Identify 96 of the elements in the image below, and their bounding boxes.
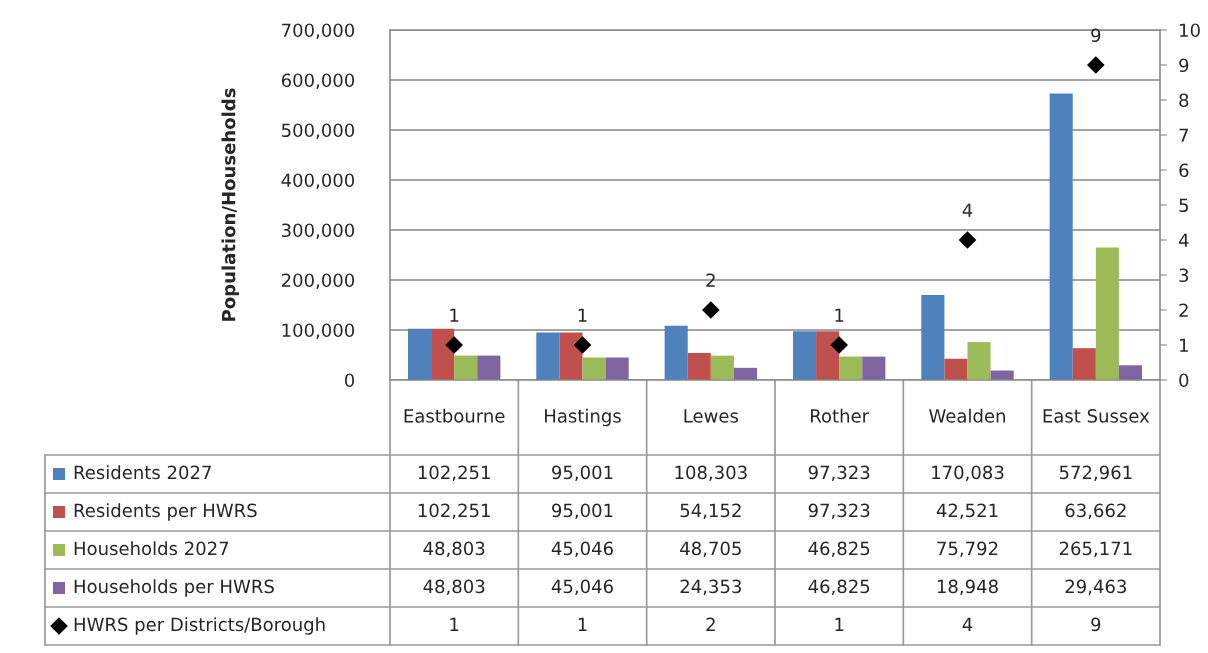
bar	[710, 355, 734, 380]
bar	[733, 367, 758, 380]
y-tick-label: 700,000	[282, 23, 355, 39]
data-label: 265,171	[1059, 541, 1132, 558]
point	[573, 336, 592, 354]
x-tick-label: Rother	[811, 408, 870, 423]
data-label: 48,705	[680, 541, 741, 558]
bar	[816, 331, 840, 380]
data-label: 48,803	[423, 579, 485, 596]
bar	[454, 355, 478, 380]
bar	[967, 342, 991, 380]
y-tick-label: 300,000	[281, 223, 355, 239]
data-label: 45,046	[551, 541, 613, 558]
text: 1	[450, 308, 459, 322]
data-label: 1	[578, 617, 587, 631]
text: 2	[706, 273, 715, 287]
data-label: 102,251	[418, 465, 490, 482]
point	[702, 301, 720, 319]
data-label: 63,662	[1065, 503, 1126, 520]
data-label: 45,046	[551, 579, 613, 596]
data-label: 95,001	[552, 465, 613, 482]
bar	[407, 328, 432, 380]
data-label: 75,792	[937, 541, 998, 558]
data-label: 46,825	[808, 541, 870, 558]
y-tick-label: 400,000	[281, 173, 355, 189]
bar	[1095, 247, 1119, 380]
point	[1087, 56, 1105, 74]
x-tick-label: Wealden	[929, 408, 1005, 423]
text: 1	[835, 308, 844, 322]
bar	[582, 357, 606, 380]
x-tick-label: Eastbourne	[404, 408, 505, 423]
y2-tick-label: 10	[1180, 23, 1200, 38]
data-label: 102,251	[418, 503, 490, 520]
bar	[687, 352, 711, 380]
data-label: 97,323	[808, 465, 870, 482]
bar	[862, 356, 886, 380]
data-label: 29,463	[1065, 579, 1126, 596]
y2-tick-label: 9	[1179, 58, 1189, 73]
data-label: 42,521	[936, 503, 998, 520]
data-label: 108,303	[675, 465, 747, 482]
x-tick-label: Hastings	[545, 408, 621, 427]
x-tick-label: Lewes	[684, 409, 739, 423]
data-label: 46,825	[808, 579, 870, 596]
point	[445, 336, 463, 354]
point	[958, 231, 977, 249]
y-axis-title: Population/Households	[221, 88, 239, 321]
legend-label: HWRS per Districts/Borough	[74, 617, 325, 635]
y2-tick-label: 3	[1179, 268, 1189, 283]
data-label: 170,083	[932, 465, 1004, 482]
bar	[1049, 93, 1073, 380]
y-tick-label: 500,000	[282, 123, 355, 139]
data-label: 9	[1091, 617, 1101, 632]
y2-tick-label: 2	[1179, 303, 1188, 317]
bar	[431, 328, 455, 380]
point	[830, 336, 848, 354]
legend-label: Households per HWRS	[74, 579, 274, 597]
bar	[792, 331, 817, 380]
data-label: 54,152	[680, 503, 741, 520]
data-label: 24,353	[680, 579, 741, 596]
text: 1	[578, 308, 587, 322]
data-label: 2	[706, 617, 715, 631]
bar	[559, 332, 583, 380]
data-label: 1	[450, 617, 459, 631]
data-label: 18,948	[937, 579, 998, 596]
y-tick-label: 200,000	[281, 273, 355, 289]
legend-label: Residents per HWRS	[74, 503, 257, 521]
y2-tick-label: 5	[1179, 198, 1188, 213]
data-label: 48,803	[423, 541, 485, 558]
data-label: 1	[835, 617, 844, 631]
bar	[536, 332, 560, 380]
y2-tick-label: 8	[1179, 93, 1189, 108]
data-label: 95,001	[552, 503, 613, 520]
bar	[921, 294, 945, 380]
y2-tick-label: 1	[1180, 338, 1188, 352]
text: 9	[1091, 28, 1101, 43]
data-label: 572,961	[1059, 465, 1132, 482]
data-label: 4	[962, 617, 973, 631]
bar	[944, 358, 968, 380]
data-label: 97,323	[808, 503, 870, 520]
legend-label: Households 2027	[74, 541, 229, 556]
bar	[839, 356, 863, 380]
bar	[477, 355, 501, 380]
bar	[605, 357, 629, 380]
y2-tick-label: 0	[1179, 373, 1189, 388]
y-tick-label: 600,000	[281, 73, 355, 89]
legend-label: Residents 2027	[74, 465, 211, 480]
y2-tick-label: 7	[1179, 128, 1188, 142]
text: 4	[962, 203, 973, 217]
y-tick-label: 0	[344, 373, 355, 388]
y2-tick-label: 6	[1179, 163, 1189, 178]
x-tick-label: East Sussex	[1043, 409, 1150, 423]
y-tick-label: 100,000	[282, 323, 355, 339]
bar	[664, 325, 688, 380]
y2-tick-label: 4	[1178, 233, 1189, 247]
bar	[1072, 348, 1096, 380]
bar	[1118, 365, 1143, 380]
